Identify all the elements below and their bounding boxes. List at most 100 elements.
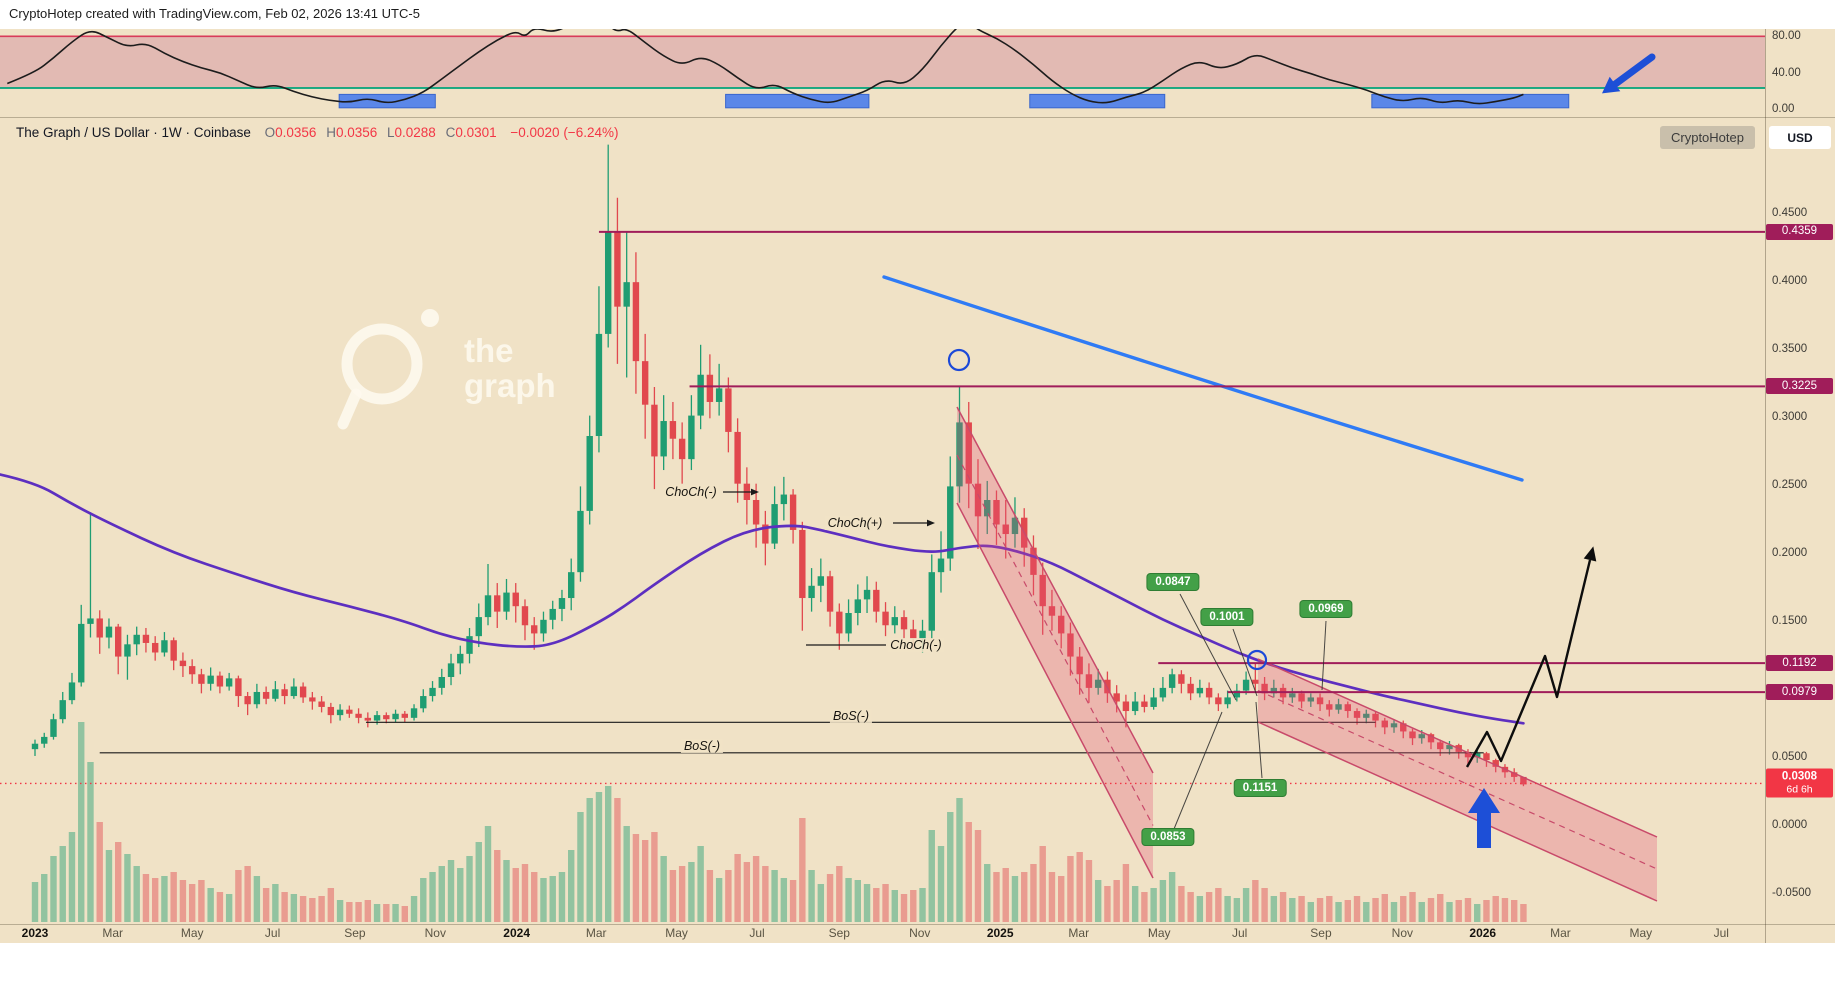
measure-tag-1001[interactable]: 0.1001 bbox=[1200, 608, 1254, 626]
time-axis-label: 2025 bbox=[986, 926, 1014, 940]
time-axis-label: Nov bbox=[1391, 926, 1413, 940]
attribution-text: CryptoHotep created with TradingView.com… bbox=[9, 6, 420, 21]
symbol-title[interactable]: The Graph / US Dollar · 1W · Coinbase bbox=[16, 125, 251, 140]
measure-connector-line bbox=[1321, 620, 1327, 691]
oscillator-pane bbox=[0, 29, 1765, 109]
bos-label-2[interactable]: BoS(-) bbox=[680, 739, 724, 753]
bearish-channel-fill bbox=[957, 407, 1153, 878]
measure-connector-line bbox=[1173, 711, 1223, 830]
ma-line-purple bbox=[0, 473, 1525, 725]
indicator-axis-label: 0.00 bbox=[1772, 102, 1795, 115]
close-value: 0.0301 bbox=[455, 125, 497, 140]
time-axis-label: Jul bbox=[1231, 926, 1248, 940]
cryptohotep-badge: CryptoHotep bbox=[1660, 126, 1755, 149]
descending-trendline-blue bbox=[882, 275, 1524, 482]
graph-logo-line2: graph bbox=[464, 367, 556, 404]
measure-connector-line bbox=[1232, 628, 1258, 697]
time-axis-label: May bbox=[1629, 926, 1653, 940]
time-axis-label: Jul bbox=[264, 926, 281, 940]
oversold-highlight-box bbox=[1371, 93, 1570, 109]
low-label: L bbox=[387, 125, 395, 140]
oversold-highlight-box bbox=[338, 93, 436, 109]
choch-plus-label[interactable]: ChoCh(+) bbox=[824, 516, 886, 530]
high-value: 0.0356 bbox=[335, 125, 378, 140]
time-axis-label: Jul bbox=[1713, 926, 1729, 940]
oscillator-line bbox=[7, 29, 1524, 105]
time-axis-separator[interactable] bbox=[0, 924, 1835, 925]
blue-up-arrow bbox=[1468, 788, 1500, 848]
time-axis-label: 2026 bbox=[1469, 926, 1497, 940]
indicator-blue-arrowhead bbox=[1602, 76, 1621, 94]
channel-lower-line bbox=[1257, 721, 1658, 902]
swing-high-circle bbox=[1246, 649, 1268, 671]
price-level-tag: 0.0979 bbox=[1766, 684, 1833, 701]
channel-upper-line bbox=[1257, 658, 1658, 838]
price-axis-label: 0.2500 bbox=[1772, 479, 1808, 492]
indicator-blue-arrow bbox=[1610, 53, 1656, 89]
change-value: −0.0020 (−6.24%) bbox=[510, 125, 619, 140]
channel-midline bbox=[956, 454, 1154, 826]
price-axis-label: 0.4000 bbox=[1772, 274, 1808, 287]
open-value: 0.0356 bbox=[275, 125, 317, 140]
time-axis-label: Mar bbox=[1068, 926, 1090, 940]
swing-high-circle bbox=[947, 348, 971, 372]
graph-logo-watermark: the graph bbox=[326, 298, 556, 438]
time-axis-label: Mar bbox=[1550, 926, 1571, 940]
time-axis-label: Sep bbox=[828, 926, 850, 940]
price-axis-label: 0.1500 bbox=[1772, 615, 1808, 628]
bearish-channel-fill bbox=[1258, 659, 1657, 901]
graph-logo-icon bbox=[337, 309, 439, 430]
choch-arrowhead bbox=[751, 488, 759, 496]
price-axis-label: 0.2000 bbox=[1772, 547, 1808, 560]
measure-tag-0969[interactable]: 0.0969 bbox=[1299, 600, 1353, 618]
price-axis-label: 0.3500 bbox=[1772, 342, 1808, 355]
time-axis-label: 2024 bbox=[503, 926, 531, 940]
attribution-bar: CryptoHotep created with TradingView.com… bbox=[0, 0, 1835, 29]
time-axis-label: Nov bbox=[424, 926, 446, 940]
channel-lower-line bbox=[956, 502, 1154, 879]
pane-separator[interactable] bbox=[0, 117, 1835, 118]
channel-upper-line bbox=[956, 406, 1154, 774]
choch-arrowhead bbox=[927, 519, 935, 527]
currency-usd-button[interactable]: USD bbox=[1769, 126, 1831, 149]
measure-tag-0853[interactable]: 0.0853 bbox=[1141, 828, 1195, 846]
time-axis-label: Mar bbox=[102, 926, 123, 940]
price-level-tag: 0.1192 bbox=[1766, 655, 1833, 672]
oversold-highlight-box bbox=[725, 93, 870, 109]
price-axis-label: -0.0500 bbox=[1772, 887, 1812, 900]
price-axis-label: 0.0500 bbox=[1772, 751, 1808, 764]
oscillator-band bbox=[0, 36, 1765, 89]
oversold-highlight-box bbox=[1029, 93, 1166, 109]
time-axis-label: Jul bbox=[749, 926, 765, 940]
channel-midline bbox=[1257, 689, 1658, 870]
projection-arrowhead bbox=[1583, 546, 1597, 562]
current-price-tag: 0.0308 6d 6h bbox=[1766, 768, 1833, 798]
current-price-value: 0.0308 bbox=[1781, 770, 1818, 783]
measure-connector-line bbox=[1255, 701, 1263, 779]
measure-tag-0847[interactable]: 0.0847 bbox=[1146, 573, 1200, 591]
price-axis-separator[interactable] bbox=[1765, 29, 1766, 943]
measure-tag-1151[interactable]: 0.1151 bbox=[1233, 779, 1287, 797]
indicator-axis-label: 40.00 bbox=[1772, 66, 1801, 79]
time-axis-label: Sep bbox=[344, 926, 366, 940]
time-axis-label: 2023 bbox=[21, 926, 49, 940]
close-label: C bbox=[445, 125, 456, 140]
graph-logo-text: the graph bbox=[464, 333, 556, 403]
choch-minus-label-2[interactable]: ChoCh(-) bbox=[887, 638, 945, 652]
projection-zigzag-arrow bbox=[1465, 559, 1592, 768]
graph-logo-line1: the bbox=[464, 332, 514, 369]
time-axis-label: Mar bbox=[585, 926, 607, 940]
choch-minus-label-1[interactable]: ChoCh(-) bbox=[662, 485, 720, 499]
low-value: 0.0288 bbox=[394, 125, 436, 140]
candles-layer bbox=[31, 144, 1527, 787]
time-axis-label: May bbox=[665, 926, 688, 940]
bos-label-1[interactable]: BoS(-) bbox=[829, 709, 873, 723]
footer-bar: TradingView bbox=[0, 943, 1835, 1008]
price-axis-label: 0.0000 bbox=[1772, 819, 1808, 832]
bar-countdown: 6d 6h bbox=[1786, 783, 1813, 796]
indicator-axis-label: 80.00 bbox=[1772, 30, 1801, 43]
volume-layer bbox=[31, 722, 1527, 922]
